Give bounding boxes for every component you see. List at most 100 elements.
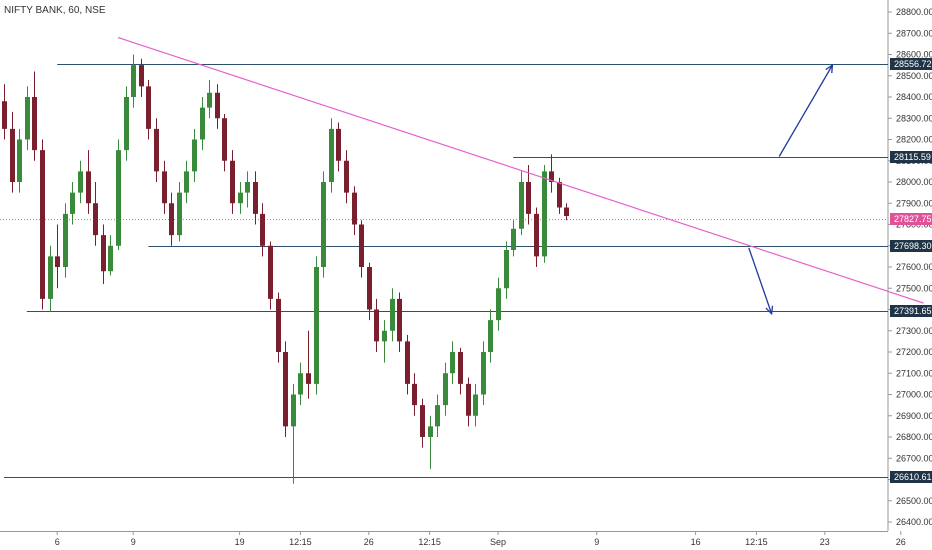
candle-body[interactable] bbox=[154, 128, 159, 172]
x-tick-label: 12:15 bbox=[745, 537, 768, 547]
candle-body[interactable] bbox=[564, 207, 569, 217]
candle-body[interactable] bbox=[200, 107, 205, 140]
projection-arrow[interactable] bbox=[748, 247, 773, 314]
candle-body[interactable] bbox=[420, 405, 425, 437]
current-price-badge-bg bbox=[890, 213, 932, 225]
y-tick-label: 27600.00 bbox=[896, 262, 932, 272]
candle-body[interactable] bbox=[504, 250, 509, 289]
candle-body[interactable] bbox=[55, 256, 60, 267]
candle-body[interactable] bbox=[230, 160, 235, 204]
candle-body[interactable] bbox=[450, 352, 455, 374]
candle-body[interactable] bbox=[146, 86, 151, 129]
candle-body[interactable] bbox=[359, 224, 364, 268]
candle-body[interactable] bbox=[443, 373, 448, 406]
candle-body[interactable] bbox=[48, 256, 53, 299]
candle-body[interactable] bbox=[466, 383, 471, 416]
candle-body[interactable] bbox=[298, 373, 303, 395]
candle-body[interactable] bbox=[549, 171, 554, 182]
candle-body[interactable] bbox=[519, 182, 524, 229]
candle-body[interactable] bbox=[382, 330, 387, 342]
candle-body[interactable] bbox=[344, 160, 349, 193]
candle-body[interactable] bbox=[405, 341, 410, 384]
candle-body[interactable] bbox=[78, 171, 83, 193]
x-tick-label: 12:15 bbox=[418, 537, 441, 547]
candle-body[interactable] bbox=[184, 171, 189, 193]
trendline[interactable] bbox=[117, 36, 924, 304]
candle-body[interactable] bbox=[245, 182, 250, 193]
candle-body[interactable] bbox=[329, 128, 334, 182]
candle-body[interactable] bbox=[435, 405, 440, 427]
candle-body[interactable] bbox=[131, 65, 136, 97]
arrow-head bbox=[765, 305, 774, 316]
candle-body[interactable] bbox=[101, 235, 106, 272]
candle-body[interactable] bbox=[17, 139, 22, 183]
y-tick-label: 27900.00 bbox=[896, 198, 932, 208]
candle-body[interactable] bbox=[93, 203, 98, 236]
candle-body[interactable] bbox=[268, 245, 273, 299]
candle-body[interactable] bbox=[526, 182, 531, 214]
y-tick-label: 28700.00 bbox=[896, 28, 932, 38]
candle-body[interactable] bbox=[86, 171, 91, 204]
level-price-badge-bg bbox=[890, 305, 932, 317]
candle-body[interactable] bbox=[215, 92, 220, 119]
candle-body[interactable] bbox=[276, 298, 281, 352]
level-price-badge-bg bbox=[890, 471, 932, 483]
current-price-badge: 27827.75 bbox=[894, 214, 932, 224]
candle-body[interactable] bbox=[2, 101, 7, 129]
candle-body[interactable] bbox=[207, 92, 212, 108]
candle-body[interactable] bbox=[542, 171, 547, 257]
candle-body[interactable] bbox=[390, 298, 395, 331]
candle-body[interactable] bbox=[481, 352, 486, 395]
candle-body[interactable] bbox=[473, 394, 478, 416]
y-tick-label: 27000.00 bbox=[896, 390, 932, 400]
candle-body[interactable] bbox=[108, 245, 113, 272]
candle-body[interactable] bbox=[488, 320, 493, 352]
candle-body[interactable] bbox=[238, 192, 243, 204]
candle-body[interactable] bbox=[124, 97, 129, 151]
candle-body[interactable] bbox=[557, 182, 562, 208]
candle-body[interactable] bbox=[32, 97, 37, 151]
candle-body[interactable] bbox=[162, 171, 167, 204]
level-price-badge: 28556.72 bbox=[894, 59, 932, 69]
candle-body[interactable] bbox=[253, 182, 258, 214]
projection-arrow[interactable] bbox=[778, 64, 833, 157]
candle-body[interactable] bbox=[321, 182, 326, 267]
candle-body[interactable] bbox=[306, 373, 311, 384]
y-tick-label: 27200.00 bbox=[896, 347, 932, 357]
candle-body[interactable] bbox=[428, 426, 433, 437]
candle-body[interactable] bbox=[496, 288, 501, 321]
candle-body[interactable] bbox=[192, 139, 197, 172]
candle-body[interactable] bbox=[352, 192, 357, 225]
candle-body[interactable] bbox=[397, 298, 402, 342]
x-tick-label: 19 bbox=[235, 537, 245, 547]
x-tick-label: 9 bbox=[131, 537, 136, 547]
candle-body[interactable] bbox=[70, 192, 75, 214]
candle-body[interactable] bbox=[534, 213, 539, 257]
y-tick-label: 28600.00 bbox=[896, 50, 932, 60]
candle-body[interactable] bbox=[314, 267, 319, 384]
candle-body[interactable] bbox=[116, 150, 121, 246]
candle-body[interactable] bbox=[412, 383, 417, 406]
candle-body[interactable] bbox=[177, 192, 182, 236]
candle-body[interactable] bbox=[260, 213, 265, 246]
candle-body[interactable] bbox=[291, 394, 296, 427]
candle-body[interactable] bbox=[10, 128, 15, 182]
candle-body[interactable] bbox=[169, 203, 174, 236]
candle-body[interactable] bbox=[374, 309, 379, 342]
y-tick-label: 28300.00 bbox=[896, 113, 932, 123]
candle-body[interactable] bbox=[25, 97, 30, 140]
candle-body[interactable] bbox=[40, 150, 45, 299]
candle-body[interactable] bbox=[222, 118, 227, 161]
x-tick-label: 16 bbox=[691, 537, 701, 547]
arrow-head bbox=[825, 63, 834, 74]
candle-body[interactable] bbox=[511, 228, 516, 250]
y-tick-label: 26500.00 bbox=[896, 496, 932, 506]
candle-body[interactable] bbox=[283, 352, 288, 427]
y-tick-label: 27500.00 bbox=[896, 283, 932, 293]
candle-body[interactable] bbox=[458, 352, 463, 384]
candle-body[interactable] bbox=[139, 65, 144, 87]
candle-body[interactable] bbox=[367, 267, 372, 310]
candle-body[interactable] bbox=[63, 213, 68, 267]
candle-body[interactable] bbox=[336, 128, 341, 161]
